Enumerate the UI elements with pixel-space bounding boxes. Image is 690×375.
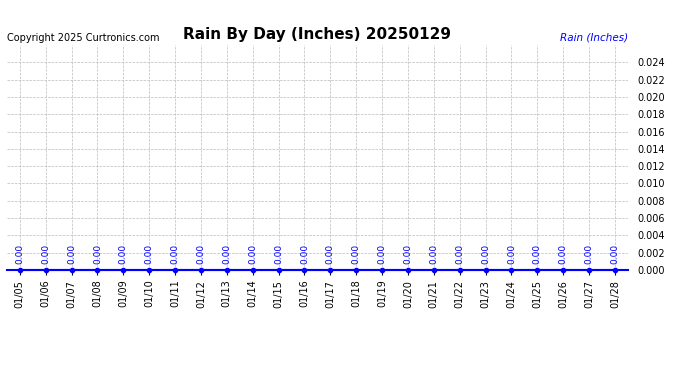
Text: Copyright 2025 Curtronics.com: Copyright 2025 Curtronics.com	[7, 33, 159, 43]
Text: 0.00: 0.00	[222, 244, 231, 264]
Text: 0.00: 0.00	[507, 244, 516, 264]
Text: 0.00: 0.00	[404, 244, 413, 264]
Text: 0.00: 0.00	[559, 244, 568, 264]
Text: 0.00: 0.00	[300, 244, 309, 264]
Text: 0.00: 0.00	[584, 244, 593, 264]
Text: 0.00: 0.00	[481, 244, 490, 264]
Text: 0.00: 0.00	[119, 244, 128, 264]
Text: 0.00: 0.00	[145, 244, 154, 264]
Text: 0.00: 0.00	[67, 244, 76, 264]
Text: 0.00: 0.00	[41, 244, 50, 264]
Text: 0.00: 0.00	[352, 244, 361, 264]
Text: 0.00: 0.00	[455, 244, 464, 264]
Title: Rain By Day (Inches) 20250129: Rain By Day (Inches) 20250129	[184, 27, 451, 42]
Text: Rain (Inches): Rain (Inches)	[560, 33, 628, 43]
Text: 0.00: 0.00	[533, 244, 542, 264]
Text: 0.00: 0.00	[274, 244, 283, 264]
Text: 0.00: 0.00	[15, 244, 24, 264]
Text: 0.00: 0.00	[170, 244, 179, 264]
Text: 0.00: 0.00	[93, 244, 102, 264]
Text: 0.00: 0.00	[377, 244, 386, 264]
Text: 0.00: 0.00	[611, 244, 620, 264]
Text: 0.00: 0.00	[197, 244, 206, 264]
Text: 0.00: 0.00	[248, 244, 257, 264]
Text: 0.00: 0.00	[429, 244, 438, 264]
Text: 0.00: 0.00	[326, 244, 335, 264]
